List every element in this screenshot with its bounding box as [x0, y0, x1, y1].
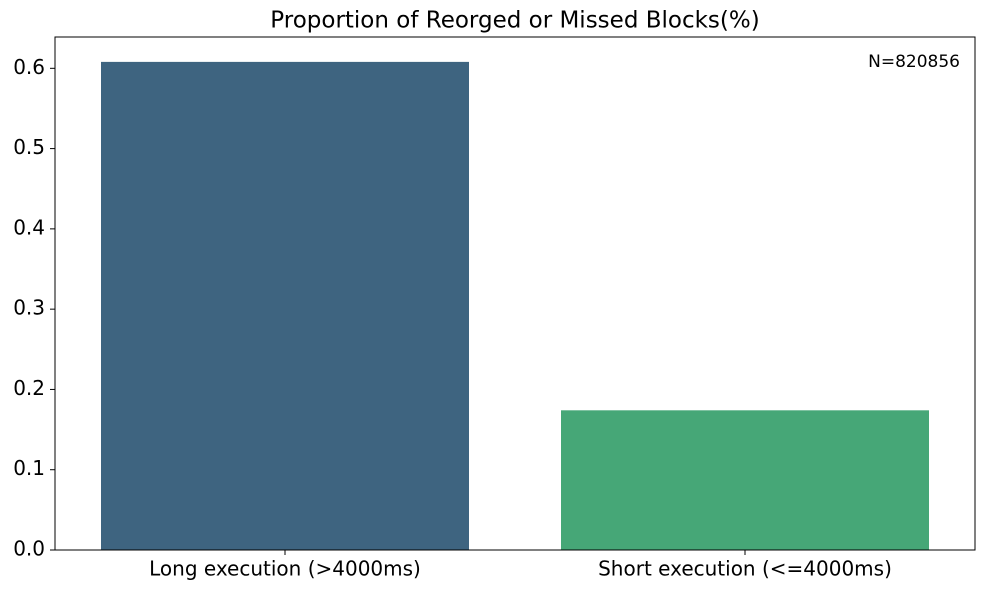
- plot-frame: [54, 36, 976, 551]
- y-tick-label: 0.4: [13, 215, 45, 239]
- annotation: N=820856: [868, 52, 960, 72]
- y-tick-label: 0.1: [13, 456, 45, 480]
- y-tick-label: 0.6: [13, 55, 45, 79]
- bar: [101, 61, 469, 550]
- y-tick-label: 0.2: [13, 376, 45, 400]
- chart-title: Proportion of Reorged or Missed Blocks(%…: [270, 8, 759, 34]
- x-tick-label: Short execution (<=4000ms): [598, 557, 892, 581]
- y-tick-label: 0.3: [13, 296, 45, 320]
- bar: [561, 410, 929, 550]
- x-tick-label: Long execution (>4000ms): [149, 557, 421, 581]
- y-tick-label: 0.5: [13, 135, 45, 159]
- y-tick-label: 0.0: [13, 537, 45, 561]
